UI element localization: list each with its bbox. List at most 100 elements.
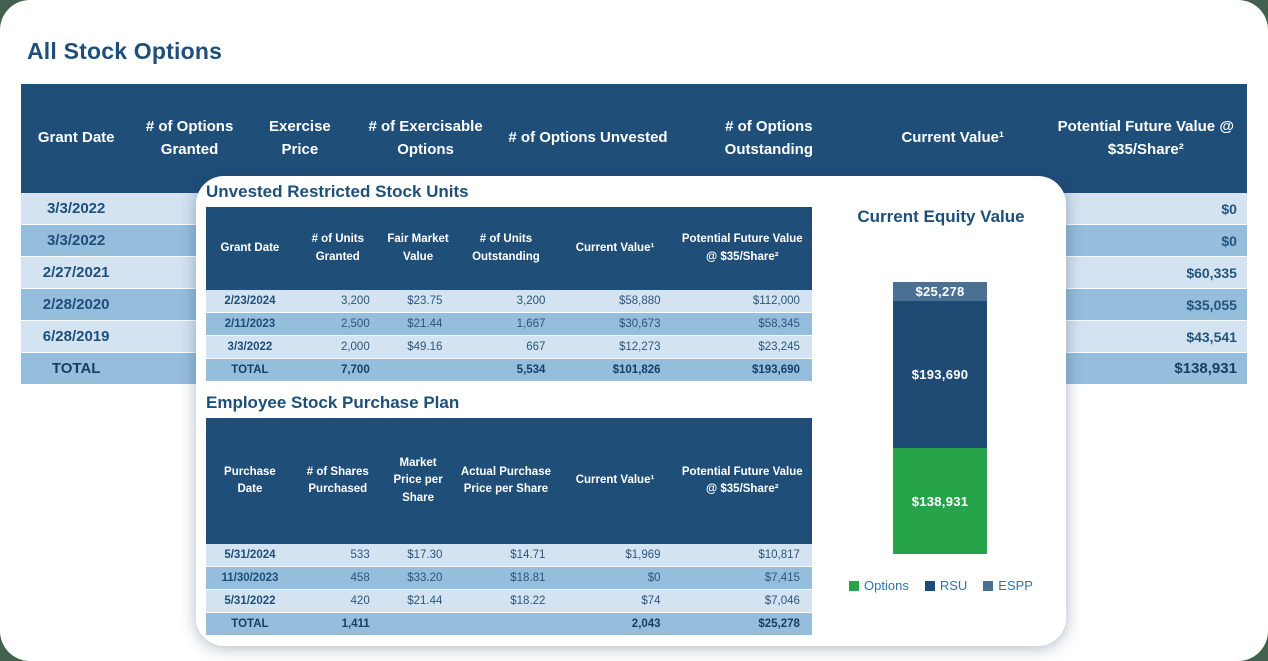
table-cell: 5,534 [516,364,546,376]
table-cell: 2,043 [631,618,661,630]
potential-future-value-cell: $43,541 [1186,328,1237,345]
total-label-cell: TOTAL [231,618,269,630]
table-row: 3/3/2022 2,000 $49.16 667 $12,273 $23,24… [206,335,812,358]
table-cell: $17.30 [407,549,443,561]
potential-future-value-cell: $0 [1221,200,1237,217]
table-cell: 667 [526,341,546,353]
column-header-options-unvested: # of Options Unvested [508,129,668,147]
table-cell: $33.20 [407,572,443,584]
grant-date-cell: 3/3/2022 [227,341,273,353]
table-cell: $101,826 [612,364,661,376]
legend-item-options: Options [849,578,909,593]
table-cell: $21.44 [407,318,443,330]
rsu-bar-segment: $193,690 [893,301,987,449]
grant-date-cell: 3/3/2022 [46,232,106,249]
espp-table: Purchase Date # of Shares Purchased Mark… [206,418,812,635]
espp-segment-label: $25,278 [915,284,965,300]
column-header-market-price: Market Price per Share [393,457,443,504]
table-cell: 7,700 [340,364,370,376]
column-header-exercise-price: Exercise Price [269,118,331,158]
table-cell: $23.75 [407,295,443,307]
column-header-purchase-date: Purchase Date [224,465,276,495]
table-cell: $49.16 [407,341,443,353]
purchase-date-cell: 11/30/2023 [221,572,279,584]
table-total-row: TOTAL 7,700 5,534 $101,826 $193,690 [206,358,812,381]
table-cell: 2,500 [340,318,370,330]
chart-title: Current Equity Value [857,207,1025,226]
table-cell: $58,880 [619,295,661,307]
column-header-current-value: Current Value¹ [575,241,655,254]
rsu-segment-label: $193,690 [911,367,969,383]
table-row: 5/31/2024 533 $17.30 $14.71 $1,969 $10,8… [206,544,812,566]
table-cell [382,613,455,635]
table-cell: 533 [350,549,370,561]
grant-date-cell: 2/27/2021 [42,264,110,281]
grant-date-cell: 6/28/2019 [42,328,110,345]
table-cell: 3,200 [516,295,546,307]
column-header-potential-future-value: Potential Future Value @ $35/Share² [1057,118,1234,158]
espp-section-title: Employee Stock Purchase Plan [206,393,460,412]
table-cell: 458 [350,572,370,584]
grant-date-cell: 3/3/2022 [46,200,106,217]
table-cell: 2,000 [340,341,370,353]
table-cell: 1,411 [341,618,370,630]
table-cell: $12,273 [619,341,661,353]
potential-future-value-cell: $60,335 [1186,264,1237,281]
table-cell: 420 [350,595,370,607]
column-header-shares-purchased: # of Shares Purchased [306,465,369,495]
detail-overlay-panel: Unvested Restricted Stock Units Grant Da… [196,176,1066,646]
table-cell: $112,000 [752,295,800,307]
column-header-actual-purchase-price: Actual Purchase Price per Share [460,465,551,495]
table-cell: $14.71 [510,549,546,561]
table-cell: $58,345 [758,318,800,330]
potential-future-value-cell: $35,055 [1186,296,1237,313]
column-header-current-value: Current Value¹ [901,129,1004,147]
table-cell: $0 [647,572,661,584]
column-header-units-outstanding: # of Units Outstanding [472,233,540,263]
column-header-potential-future-value: Potential Future Value @ $35/Share² [681,465,803,495]
rsu-table-header-row: Grant Date # of Units Granted Fair Marke… [206,207,812,290]
table-cell: 3,200 [340,295,370,307]
grant-date-cell: 2/11/2023 [224,318,276,330]
potential-future-value-cell: $0 [1221,232,1237,249]
legend-item-rsu: RSU [924,578,968,593]
main-table-header-row: Grant Date # of Options Granted Exercise… [21,84,1247,193]
purchase-date-cell: 5/31/2024 [224,549,276,561]
purchase-date-cell: 5/31/2022 [224,595,276,607]
espp-legend-swatch [983,580,994,591]
table-cell: $7,415 [764,572,800,584]
legend-label: RSU [939,578,968,593]
table-cell: $10,817 [758,549,800,561]
legend-label: ESPP [998,578,1033,593]
table-row: 2/23/2024 3,200 $23.75 3,200 $58,880 $11… [206,290,812,312]
table-row: 5/31/2022 420 $21.44 $18.22 $74 $7,046 [206,589,812,612]
column-header-options-outstanding: # of Options Outstanding [724,118,813,158]
column-header-current-value: Current Value¹ [575,474,655,487]
espp-table-header-row: Purchase Date # of Shares Purchased Mark… [206,418,812,544]
rsu-table: Grant Date # of Units Granted Fair Marke… [206,207,812,381]
legend-item-espp: ESPP [983,578,1033,593]
table-cell: $193,690 [751,364,800,376]
column-header-grant-date: Grant Date [37,129,115,147]
grant-date-cell: 2/23/2024 [224,295,276,307]
legend-label: Options [864,578,909,593]
total-label-cell: TOTAL [51,360,101,377]
rsu-section-title: Unvested Restricted Stock Units [206,182,469,201]
espp-bar-segment: $25,278 [893,282,987,302]
column-header-fair-market-value: Fair Market Value [387,233,449,263]
options-bar-segment: $138,931 [893,448,987,554]
chart-legend: Options RSU ESPP [816,578,1066,593]
table-row: 11/30/2023 458 $33.20 $18.81 $0 $7,415 [206,566,812,589]
page-title: All Stock Options [27,38,223,64]
column-header-grant-date: Grant Date [220,241,280,254]
table-row: 2/11/2023 2,500 $21.44 1,667 $30,673 $58… [206,312,812,335]
table-cell [382,359,455,381]
table-cell: $1,969 [625,549,661,561]
options-legend-swatch [849,580,860,591]
table-cell: $21.44 [407,595,443,607]
table-cell: $18.22 [510,595,546,607]
total-label-cell: TOTAL [231,364,269,376]
table-cell: $25,278 [758,618,800,630]
options-segment-label: $138,931 [911,493,969,509]
